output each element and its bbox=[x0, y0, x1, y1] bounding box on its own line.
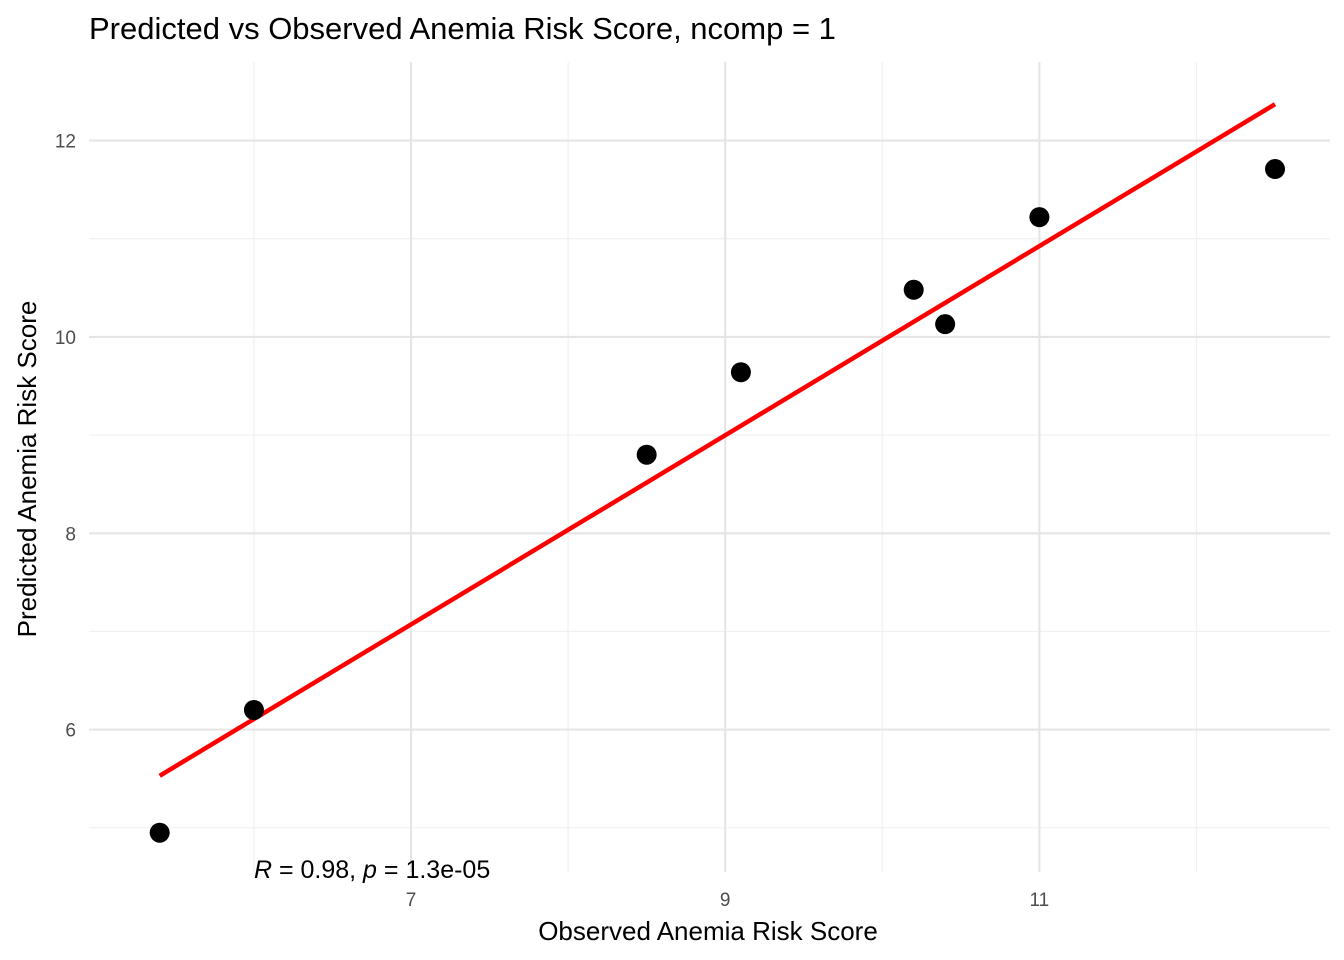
data-point bbox=[243, 700, 264, 720]
data-point bbox=[1265, 159, 1286, 180]
correlation-annotation: R = 0.98, p = 1.3e-05 bbox=[254, 856, 490, 884]
y-tick-label: 6 bbox=[65, 721, 76, 742]
p-value: = 1.3e-05 bbox=[377, 856, 490, 884]
fit-line-layer bbox=[158, 102, 1277, 778]
points-layer bbox=[149, 159, 1286, 843]
x-tick-label: 7 bbox=[406, 890, 417, 911]
x-axis-title: Observed Anemia Risk Score bbox=[538, 916, 878, 946]
p-label: p bbox=[362, 856, 377, 884]
y-tick-label: 8 bbox=[65, 524, 76, 545]
grid bbox=[89, 62, 1330, 872]
y-tick-label: 12 bbox=[55, 132, 76, 153]
r-label: R bbox=[254, 856, 272, 884]
y-axis-title: Predicted Anemia Risk Score bbox=[12, 301, 42, 638]
data-point bbox=[1029, 207, 1050, 228]
regression-line bbox=[158, 102, 1277, 778]
data-point bbox=[903, 279, 924, 300]
tick-labels: 7 9 11 6 8 10 12 bbox=[55, 132, 1049, 911]
data-point bbox=[935, 314, 956, 335]
data-point bbox=[636, 444, 657, 465]
x-tick-label: 11 bbox=[1030, 890, 1050, 911]
data-point bbox=[149, 822, 170, 843]
data-point bbox=[730, 362, 751, 383]
r-value: = 0.98, bbox=[272, 856, 363, 884]
chart-title: Predicted vs Observed Anemia Risk Score,… bbox=[89, 11, 836, 46]
x-tick-label: 9 bbox=[720, 890, 731, 911]
y-tick-label: 10 bbox=[55, 328, 76, 349]
